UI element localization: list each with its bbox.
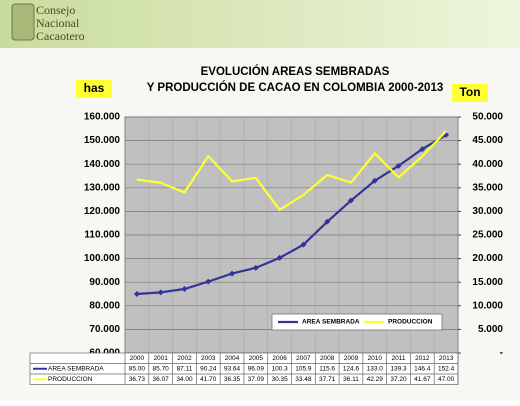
logo-text: Consejo — [36, 3, 75, 17]
x-tick-label: 2005 — [249, 355, 264, 362]
point-marker — [229, 270, 236, 277]
chart-title: EVOLUCIÓN AREAS SEMBRADAS — [201, 65, 390, 78]
table-row-label: PRODUCCION — [48, 376, 93, 383]
table-cell: 87.11 — [177, 365, 193, 372]
series-line — [136, 130, 447, 212]
y2-tick-label: 35.000 — [472, 182, 503, 193]
table-cell: 90.24 — [200, 365, 217, 372]
y-tick-label: 110.000 — [84, 230, 120, 241]
point-marker — [276, 254, 283, 261]
point-marker — [205, 278, 212, 285]
x-tick-label: 2009 — [344, 355, 359, 362]
y2-tick-label: - — [500, 348, 503, 359]
table-cell: 85.70 — [153, 365, 170, 372]
table-cell: 139.3 — [390, 365, 407, 372]
series-line — [136, 133, 447, 296]
y2-label-box — [452, 84, 488, 102]
x-tick-label: 2010 — [368, 355, 383, 362]
point-marker — [157, 289, 164, 296]
point-marker — [419, 146, 426, 153]
legend-label: AREA SEMBRADA — [302, 319, 360, 326]
table-cell: 93.64 — [224, 365, 241, 372]
table-cell: 37.71 — [319, 376, 336, 383]
y-tick-label: 120.000 — [84, 206, 121, 217]
table-cell: 115.6 — [319, 365, 335, 372]
x-tick-label: 2011 — [392, 355, 406, 362]
x-tick-label: 2004 — [225, 355, 240, 362]
table-cell: 34.00 — [176, 376, 193, 383]
y2-tick-label: 30.000 — [472, 206, 503, 217]
x-tick-label: 2012 — [415, 355, 430, 362]
table-cell: 42.29 — [367, 376, 384, 383]
table-cell: 36.07 — [153, 376, 170, 383]
x-tick-label: 2006 — [272, 355, 287, 362]
y-tick-label: 70.000 — [89, 324, 120, 335]
y-tick-label: 160.000 — [84, 112, 121, 123]
y2-tick-label: 40.000 — [472, 159, 503, 170]
y2-axis-label: Ton — [459, 85, 480, 99]
legend-label: PRODUCCION — [388, 319, 433, 326]
x-tick-label: 2007 — [296, 355, 311, 362]
point-marker — [347, 197, 354, 204]
point-marker — [324, 218, 331, 225]
y2-tick-label: 20.000 — [472, 253, 503, 264]
logo-icon — [11, 3, 35, 41]
point-marker — [395, 162, 402, 169]
y2-tick-label: 45.000 — [472, 135, 503, 146]
point-marker — [300, 241, 307, 248]
x-tick-label: 2003 — [201, 355, 216, 362]
table-cell: 37.20 — [390, 376, 407, 383]
legend — [271, 313, 443, 331]
table-cell: 85.00 — [129, 365, 146, 372]
table-cell: 36.35 — [224, 376, 241, 383]
x-tick-label: 2002 — [177, 355, 192, 362]
y2-tick-label: 15.000 — [472, 277, 503, 288]
y-tick-label: 90.000 — [89, 277, 120, 288]
y-tick-label: 80.000 — [89, 300, 120, 311]
table-cell: 105.9 — [295, 365, 312, 372]
table-cell: 47.00 — [438, 376, 455, 383]
y-tick-label: 130.000 — [84, 182, 121, 193]
table-cell: 146.4 — [414, 365, 431, 372]
y-axis-label: has — [84, 81, 105, 95]
table-cell: 36.73 — [129, 376, 146, 383]
y2-tick-label: 5.000 — [478, 324, 503, 335]
y2-tick-label: 50.000 — [472, 112, 503, 123]
table-cell: 133.0 — [367, 365, 384, 372]
point-marker — [133, 291, 140, 297]
logo-text: Nacional — [36, 16, 80, 30]
point-marker — [181, 286, 188, 293]
x-tick-label: 2000 — [130, 355, 145, 362]
y-tick-label: 100.000 — [84, 253, 121, 264]
y2-tick-label: 10.000 — [472, 300, 503, 311]
y-label-box — [76, 80, 112, 98]
x-tick-label: 2001 — [153, 355, 168, 362]
table-cell: 36.11 — [343, 376, 359, 383]
table-cell: 96.09 — [248, 365, 265, 372]
x-tick-label: 2013 — [439, 355, 454, 362]
table-row-label: AREA SEMBRADA — [48, 365, 104, 372]
table-cell: 124.6 — [343, 365, 360, 372]
table-cell: 152.4 — [438, 365, 455, 372]
table-cell: 100.3 — [271, 365, 288, 372]
table-cell: 37.09 — [248, 376, 265, 383]
chart-title: Y PRODUCCIÓN DE CACAO EN COLOMBIA 2000-2… — [147, 81, 444, 94]
logo-text: Cacaotero — [36, 29, 85, 43]
y-tick-label: 150.000 — [84, 135, 121, 146]
y-tick-label: 140.000 — [84, 159, 121, 170]
point-marker — [252, 264, 259, 271]
point-marker — [371, 177, 378, 184]
table-cell: 30.35 — [271, 376, 288, 383]
table-cell: 41.67 — [414, 376, 431, 383]
table-cell: 33.48 — [295, 376, 312, 383]
y2-tick-label: 25.000 — [472, 230, 503, 241]
header-band — [0, 0, 520, 48]
x-tick-label: 2008 — [320, 355, 335, 362]
table-cell: 41.70 — [200, 376, 217, 383]
